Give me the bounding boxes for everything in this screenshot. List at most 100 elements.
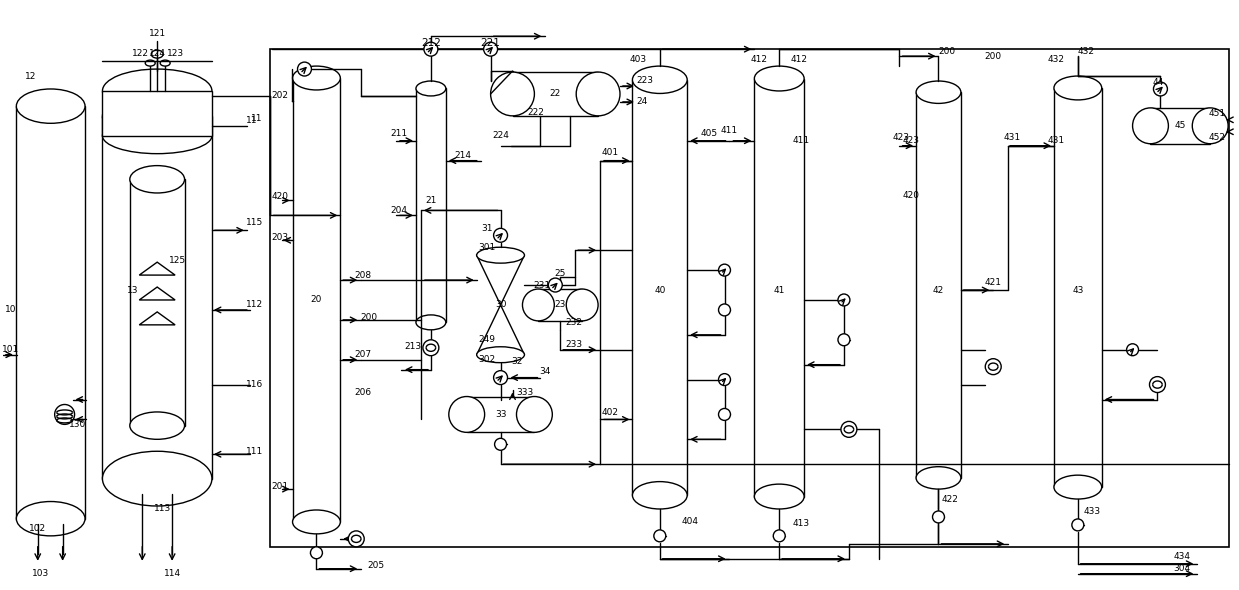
Text: 12: 12 (25, 71, 36, 81)
Text: 412: 412 (751, 55, 768, 64)
Circle shape (838, 334, 850, 346)
Text: 200: 200 (938, 47, 955, 55)
Text: 200: 200 (985, 52, 1002, 61)
Text: 22: 22 (550, 90, 561, 99)
Circle shape (348, 531, 364, 547)
Text: 405: 405 (701, 129, 719, 138)
Text: 200: 200 (361, 313, 378, 322)
Ellipse shape (160, 60, 170, 66)
Text: 11: 11 (247, 116, 258, 125)
Bar (1054, 88, 1101, 487)
Text: 421: 421 (985, 277, 1002, 287)
Text: 11: 11 (252, 114, 263, 123)
Text: 432: 432 (1047, 55, 1064, 64)
Text: 432: 432 (1077, 47, 1094, 55)
Ellipse shape (523, 289, 554, 321)
Text: 124: 124 (149, 48, 166, 58)
Text: 43: 43 (1072, 286, 1084, 294)
Text: 203: 203 (271, 233, 289, 242)
Text: 404: 404 (681, 517, 698, 526)
Text: 304: 304 (1173, 564, 1191, 573)
Ellipse shape (477, 247, 524, 263)
Circle shape (719, 408, 731, 421)
Bar (292, 78, 341, 522)
Text: 411: 411 (793, 136, 810, 145)
Text: 231: 231 (534, 281, 551, 290)
Ellipse shape (632, 66, 688, 93)
Text: 44: 44 (1152, 77, 1165, 87)
Circle shape (719, 304, 731, 316)
Circle shape (1126, 344, 1139, 356)
Ellipse shape (916, 467, 961, 489)
Text: 10: 10 (5, 306, 16, 314)
Circle shape (55, 405, 74, 424)
Text: 32: 32 (510, 357, 522, 366)
Circle shape (719, 264, 731, 276)
Text: 206: 206 (354, 388, 372, 397)
Text: 214: 214 (455, 151, 471, 160)
Ellipse shape (103, 451, 212, 506)
Text: 233: 233 (566, 340, 582, 349)
Text: 207: 207 (354, 350, 372, 359)
Ellipse shape (292, 66, 341, 90)
Text: 112: 112 (247, 300, 264, 309)
Bar (270, 49, 1229, 547)
Text: 25: 25 (555, 268, 566, 278)
Text: 114: 114 (164, 569, 181, 578)
Polygon shape (139, 312, 175, 325)
Text: 40: 40 (654, 286, 665, 294)
Text: 21: 21 (425, 196, 436, 205)
Text: 212: 212 (421, 38, 441, 48)
Circle shape (841, 421, 857, 437)
Text: 101: 101 (2, 345, 20, 354)
Text: 202: 202 (271, 91, 289, 100)
Text: 208: 208 (354, 271, 372, 280)
Ellipse shape (916, 81, 961, 103)
Text: 31: 31 (481, 224, 492, 233)
Text: 401: 401 (601, 148, 618, 157)
Text: 224: 224 (492, 131, 509, 140)
Bar (632, 80, 688, 495)
Text: 221: 221 (481, 38, 501, 48)
Circle shape (424, 42, 437, 56)
Text: 130: 130 (69, 420, 87, 429)
Text: 30: 30 (494, 300, 507, 309)
Ellipse shape (103, 69, 212, 113)
Polygon shape (139, 287, 175, 300)
Ellipse shape (16, 89, 85, 123)
Ellipse shape (103, 89, 212, 144)
Text: 403: 403 (629, 55, 647, 64)
Bar (130, 179, 185, 425)
Text: 111: 111 (247, 447, 264, 455)
Text: 420: 420 (902, 191, 919, 200)
Bar (467, 396, 534, 432)
Circle shape (1154, 82, 1167, 96)
Text: 213: 213 (404, 342, 421, 351)
Bar (513, 72, 598, 116)
Ellipse shape (1054, 76, 1101, 100)
Text: 23: 23 (555, 300, 566, 309)
Circle shape (1150, 376, 1166, 392)
Ellipse shape (416, 81, 446, 96)
Ellipse shape (477, 347, 524, 363)
Ellipse shape (576, 72, 620, 116)
Text: 204: 204 (390, 206, 408, 215)
Text: 20: 20 (311, 296, 322, 304)
Circle shape (773, 530, 786, 542)
Bar (16, 106, 85, 519)
Circle shape (493, 371, 508, 385)
Bar (755, 78, 804, 497)
Text: 402: 402 (602, 408, 618, 417)
Circle shape (719, 373, 731, 386)
Ellipse shape (292, 510, 341, 534)
Text: 431: 431 (1004, 133, 1021, 142)
Text: 113: 113 (154, 504, 171, 513)
Text: 45: 45 (1175, 122, 1186, 130)
Text: 122: 122 (131, 48, 149, 58)
Text: 452: 452 (1209, 133, 1225, 142)
Text: 222: 222 (527, 109, 544, 117)
Text: 301: 301 (478, 242, 496, 252)
Circle shape (483, 42, 498, 56)
Text: 451: 451 (1208, 109, 1225, 119)
Text: 333: 333 (515, 388, 533, 397)
